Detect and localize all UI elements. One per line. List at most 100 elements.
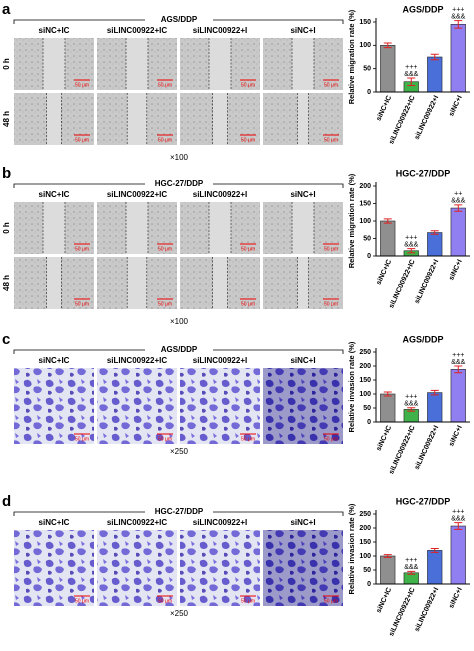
y-tick-label: 0 bbox=[367, 89, 371, 96]
significance-label: &&& bbox=[404, 71, 418, 78]
x-tick-label: siNC+I bbox=[448, 95, 464, 118]
group-title: HGC-27/DDP bbox=[155, 507, 204, 516]
group-title: HGC-27/DDP bbox=[155, 179, 204, 188]
y-tick-label: 0 bbox=[367, 253, 371, 260]
column-header: siNC+I bbox=[290, 26, 315, 35]
y-tick-label: 50 bbox=[363, 405, 371, 412]
x-tick-label: siNC+I bbox=[448, 259, 464, 282]
column-header: siLINC00922+IC bbox=[107, 518, 167, 527]
significance-label: &&& bbox=[451, 198, 465, 205]
title-bg bbox=[145, 14, 213, 26]
error-bar bbox=[383, 391, 392, 397]
y-axis-label: Relative migration rate (%) bbox=[347, 173, 356, 268]
scratch-gap bbox=[297, 93, 309, 145]
x-tick-label: siNC+IC bbox=[375, 425, 393, 452]
x-tick-label: siLINC00922+IC bbox=[388, 95, 417, 146]
y-tick-label: 100 bbox=[359, 553, 371, 560]
micrograph bbox=[180, 368, 260, 444]
error-bar bbox=[407, 570, 416, 575]
significance-label: +++ bbox=[452, 509, 464, 516]
scratch-gap bbox=[43, 202, 65, 254]
column-header: siNC+IC bbox=[39, 26, 70, 35]
micrograph bbox=[263, 530, 343, 606]
y-tick-label: 200 bbox=[359, 363, 371, 370]
column-header: siLINC00922+IC bbox=[107, 190, 167, 199]
row-label: 0 h bbox=[2, 58, 11, 70]
micrograph bbox=[180, 530, 260, 606]
error-bar bbox=[454, 365, 463, 374]
bar bbox=[450, 24, 466, 93]
x-tick-label: siNC+I bbox=[448, 425, 464, 448]
column-header: siLINC00922+IC bbox=[107, 26, 167, 35]
bar bbox=[450, 207, 466, 257]
x-tick-label: siLINC00922+I bbox=[414, 425, 441, 471]
bar bbox=[380, 555, 396, 585]
significance-label: +++ bbox=[452, 352, 464, 359]
bar bbox=[380, 393, 396, 423]
bar bbox=[427, 550, 443, 585]
group-title: AGS/DDP bbox=[161, 15, 198, 24]
chart-title: AGS/DDP bbox=[402, 334, 443, 344]
y-tick-label: 200 bbox=[359, 183, 371, 190]
bar bbox=[450, 525, 466, 585]
scratch-gap bbox=[46, 93, 62, 145]
scale-bar-label: 50 μm bbox=[158, 301, 172, 307]
scale-bar-label: 50 μm bbox=[158, 137, 172, 143]
y-tick-label: 0 bbox=[367, 419, 371, 426]
bar bbox=[380, 45, 396, 93]
row-label: 48 h bbox=[2, 111, 11, 127]
column-header: siLINC00922+IC bbox=[107, 356, 167, 365]
bar bbox=[427, 232, 443, 257]
significance-label: ++ bbox=[454, 191, 462, 198]
scale-bar-label: 50 μm bbox=[158, 436, 172, 442]
error-bar bbox=[383, 218, 392, 224]
significance-label: &&& bbox=[451, 516, 465, 523]
scale-bar-label: 50 μm bbox=[324, 436, 338, 442]
group-title: AGS/DDP bbox=[161, 345, 198, 354]
scratch-gap bbox=[46, 257, 62, 309]
error-bar bbox=[383, 42, 392, 49]
bar bbox=[427, 56, 443, 93]
bar bbox=[380, 220, 396, 257]
error-bar bbox=[430, 389, 439, 396]
significance-label: &&& bbox=[451, 13, 465, 20]
scale-bar-label: 50 μm bbox=[324, 301, 338, 307]
micrograph bbox=[97, 368, 177, 444]
scale-bar-label: 50 μm bbox=[241, 301, 255, 307]
error-bar bbox=[430, 547, 439, 553]
significance-label: +++ bbox=[405, 557, 417, 564]
y-axis-label: Relative invasion rate (%) bbox=[347, 341, 356, 432]
panel-label: a bbox=[2, 1, 11, 18]
micrograph bbox=[97, 530, 177, 606]
title-bg bbox=[145, 178, 213, 190]
micrograph bbox=[263, 368, 343, 444]
title-bg bbox=[145, 344, 213, 356]
y-tick-label: 250 bbox=[359, 511, 371, 518]
scratch-gap bbox=[127, 257, 147, 309]
scale-bar-label: 50 μm bbox=[324, 82, 338, 88]
scale-bar-label: 50 μm bbox=[324, 246, 338, 252]
micrograph bbox=[14, 368, 94, 444]
significance-label: +++ bbox=[405, 64, 417, 71]
panel-label: c bbox=[2, 331, 10, 348]
significance-label: &&& bbox=[404, 564, 418, 571]
magnification: ×250 bbox=[170, 609, 189, 618]
error-bar bbox=[407, 248, 416, 254]
scale-bar-label: 50 μm bbox=[241, 246, 255, 252]
column-header: siNC+I bbox=[290, 190, 315, 199]
error-bar bbox=[430, 230, 439, 235]
scale-bar-label: 50 μm bbox=[158, 82, 172, 88]
y-tick-label: 150 bbox=[359, 200, 371, 207]
scale-bar-label: 50 μm bbox=[75, 598, 89, 604]
error-bar bbox=[383, 554, 392, 558]
row-label: 0 h bbox=[2, 222, 11, 234]
y-tick-label: 50 bbox=[363, 567, 371, 574]
x-tick-label: siNC+I bbox=[448, 587, 464, 610]
chart-title: HGC-27/DDP bbox=[396, 168, 451, 178]
x-tick-label: siLINC00922+IC bbox=[388, 425, 417, 476]
error-bar bbox=[454, 20, 463, 29]
significance-label: &&& bbox=[451, 359, 465, 366]
scratch-gap bbox=[126, 202, 148, 254]
error-bar bbox=[454, 522, 463, 530]
